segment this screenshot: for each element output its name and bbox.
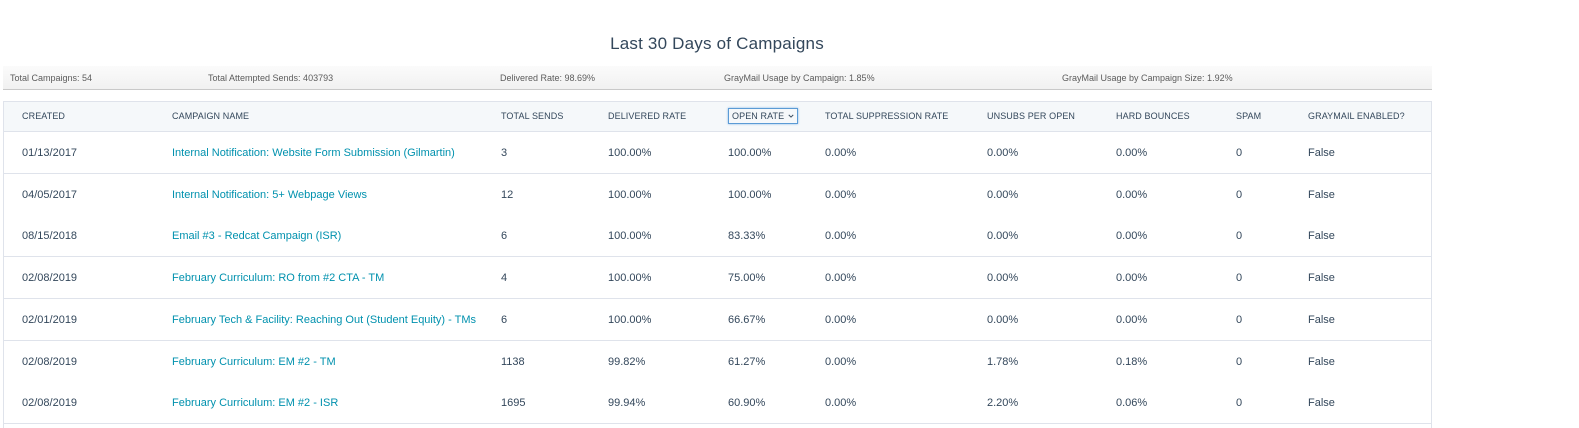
cell-spam: 0 (1236, 355, 1243, 368)
cell-hard-bounces: 0.00% (1116, 313, 1148, 326)
cell-delivered-rate: 99.82% (608, 355, 646, 368)
cell-unsubs-per-open: 2.20% (987, 397, 1019, 410)
summary-total-attempted-sends: Total Attempted Sends: 403793 (208, 73, 334, 83)
cell-total-suppression-rate: 0.00% (825, 355, 857, 368)
summary-graymail-by-campaign: GrayMail Usage by Campaign: 1.85% (724, 73, 875, 83)
cell-total-sends: 3 (501, 147, 508, 159)
cell-created: 02/08/2019 (22, 355, 78, 368)
cell-hard-bounces: 0.06% (1116, 397, 1148, 410)
cell-delivered-rate: 100.00% (608, 188, 652, 201)
cell-graymail-enabled: False (1308, 397, 1335, 410)
chevron-down-icon (788, 114, 794, 118)
cell-campaign-name[interactable]: February Curriculum: EM #2 - ISR (172, 397, 339, 410)
cell-unsubs-per-open: 0.00% (987, 313, 1019, 326)
table-header: CREATED CAMPAIGN NAME TOTAL SENDS DELIVE… (4, 101, 1431, 132)
cell-created: 01/13/2017 (22, 147, 78, 159)
cell-total-suppression-rate: 0.00% (825, 397, 857, 410)
cell-created: 04/05/2017 (22, 188, 78, 201)
column-header-total-sends[interactable]: TOTAL SENDS (501, 111, 564, 121)
cell-total-suppression-rate: 0.00% (825, 147, 857, 159)
column-header-graymail-enabled[interactable]: GRAYMAIL ENABLED? (1308, 111, 1405, 121)
cell-spam: 0 (1236, 313, 1243, 326)
cell-campaign-name[interactable]: Internal Notification: Website Form Subm… (172, 147, 455, 159)
cell-spam: 0 (1236, 147, 1243, 159)
cell-created: 02/01/2019 (22, 313, 78, 326)
cell-unsubs-per-open: 0.00% (987, 147, 1019, 159)
campaigns-table: CREATED CAMPAIGN NAME TOTAL SENDS DELIVE… (3, 101, 1432, 428)
cell-unsubs-per-open: 0.00% (987, 230, 1019, 243)
cell-unsubs-per-open: 1.78% (987, 355, 1019, 368)
cell-graymail-enabled: False (1308, 272, 1335, 285)
cell-delivered-rate: 100.00% (608, 313, 652, 326)
cell-open-rate: 60.90% (728, 397, 766, 410)
cell-created: 02/08/2019 (22, 397, 78, 410)
cell-campaign-name[interactable]: Internal Notification: 5+ Webpage Views (172, 188, 367, 201)
cell-open-rate: 61.27% (728, 355, 766, 368)
summary-graymail-by-size: GrayMail Usage by Campaign Size: 1.92% (1062, 73, 1233, 83)
cell-open-rate: 66.67% (728, 313, 766, 326)
cell-campaign-name[interactable]: Email #3 - Redcat Campaign (ISR) (172, 230, 342, 243)
cell-campaign-name[interactable]: February Curriculum: EM #2 - TM (172, 355, 336, 368)
cell-total-suppression-rate: 0.00% (825, 230, 857, 243)
column-header-open-rate[interactable]: OPEN RATE (728, 108, 799, 124)
column-header-spam[interactable]: SPAM (1236, 111, 1262, 121)
cell-hard-bounces: 0.00% (1116, 147, 1148, 159)
column-header-total-suppression-rate[interactable]: TOTAL SUPPRESSION RATE (825, 111, 949, 121)
cell-spam: 0 (1236, 272, 1243, 285)
column-header-campaign-name[interactable]: CAMPAIGN NAME (172, 111, 250, 121)
page-title: Last 30 Days of Campaigns (610, 34, 824, 53)
cell-delivered-rate: 100.00% (608, 272, 652, 285)
table-row: 02/08/2019 February Curriculum: EM #2 - T… (4, 340, 1431, 383)
cell-open-rate: 100.00% (728, 147, 772, 159)
cell-delivered-rate: 99.94% (608, 397, 646, 410)
cell-hard-bounces: 0.00% (1116, 272, 1148, 285)
column-header-created[interactable]: CREATED (22, 111, 66, 121)
table-row: 04/05/2017 Internal Notification: 5+ Webp… (4, 173, 1431, 216)
cell-spam: 0 (1236, 230, 1243, 243)
table-row: 08/15/2018 Email #3 - Redcat Campaign (IS… (4, 215, 1431, 258)
summary-total-campaigns: Total Campaigns: 54 (10, 73, 93, 83)
cell-total-sends: 4 (501, 272, 508, 285)
cell-unsubs-per-open: 0.00% (987, 188, 1019, 201)
cell-campaign-name[interactable]: February Curriculum: RO from #2 CTA - TM (172, 272, 385, 285)
cell-hard-bounces: 0.18% (1116, 355, 1148, 368)
summary-delivered-rate: Delivered Rate: 98.69% (500, 73, 596, 83)
cell-open-rate: 100.00% (728, 188, 772, 201)
cell-spam: 0 (1236, 188, 1243, 201)
cell-total-suppression-rate: 0.00% (825, 188, 857, 201)
cell-total-sends: 6 (501, 230, 508, 243)
cell-hard-bounces: 0.00% (1116, 188, 1148, 201)
cell-open-rate: 75.00% (728, 272, 766, 285)
cell-total-suppression-rate: 0.00% (825, 272, 857, 285)
cell-open-rate: 83.33% (728, 230, 766, 243)
cell-total-suppression-rate: 0.00% (825, 313, 857, 326)
column-header-open-rate-label: OPEN RATE (732, 111, 785, 121)
cell-total-sends: 1695 (501, 397, 526, 410)
table-row: 02/01/2019 February Tech & Facility: Reac… (4, 298, 1431, 341)
column-header-unsubs-per-open[interactable]: UNSUBS PER OPEN (987, 111, 1076, 121)
summary-bar: Total Campaigns: 54 Total Attempted Send… (3, 66, 1432, 90)
table-row: 02/08/2019 February Curriculum: RO from #… (4, 257, 1431, 300)
cell-total-sends: 1138 (501, 355, 525, 368)
column-header-hard-bounces[interactable]: HARD BOUNCES (1116, 111, 1190, 121)
cell-hard-bounces: 0.00% (1116, 230, 1148, 243)
cell-spam: 0 (1236, 397, 1243, 410)
cell-total-sends: 6 (501, 313, 508, 326)
cell-delivered-rate: 100.00% (608, 230, 652, 243)
cell-total-sends: 12 (501, 188, 514, 201)
column-header-delivered-rate[interactable]: DELIVERED RATE (608, 111, 687, 121)
cell-graymail-enabled: False (1308, 147, 1335, 159)
cell-graymail-enabled: False (1308, 355, 1335, 368)
cell-graymail-enabled: False (1308, 230, 1335, 243)
table-row: 02/08/2019 February Curriculum: EM #2 - I… (4, 382, 1431, 425)
cell-delivered-rate: 100.00% (608, 147, 652, 159)
cell-created: 08/15/2018 (22, 230, 78, 243)
cell-created: 02/08/2019 (22, 272, 78, 285)
table-row: 01/13/2017 Internal Notification: Website… (4, 132, 1431, 174)
cell-graymail-enabled: False (1308, 313, 1335, 326)
cell-unsubs-per-open: 0.00% (987, 272, 1019, 285)
cell-graymail-enabled: False (1308, 188, 1335, 201)
cell-campaign-name[interactable]: February Tech & Facility: Reaching Out (… (172, 313, 477, 326)
